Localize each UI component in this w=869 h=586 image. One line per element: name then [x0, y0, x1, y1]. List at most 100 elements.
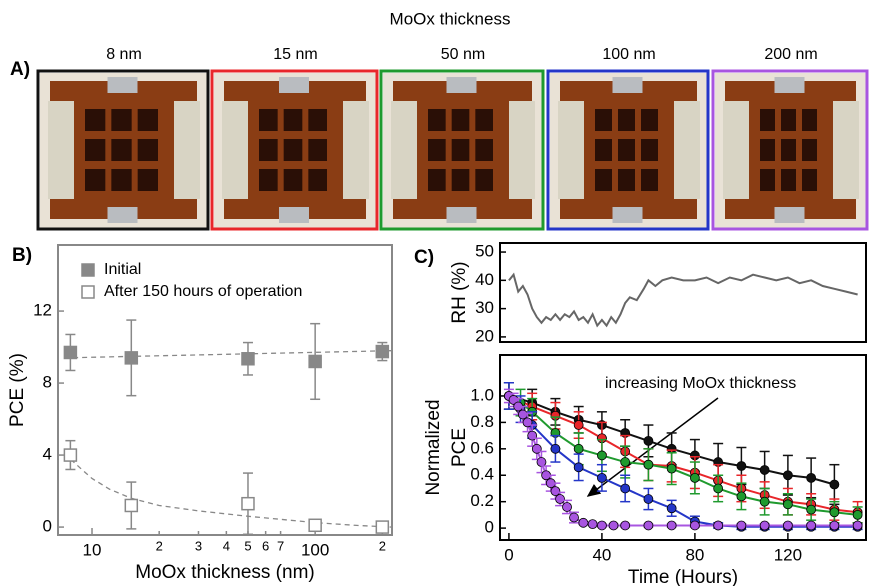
annotation-arrow: [586, 397, 719, 497]
panel-a-label: A): [10, 59, 30, 80]
marker: [643, 520, 654, 531]
photo-frame: [379, 69, 545, 231]
x-tick-label: 40: [592, 545, 611, 564]
device-pixel: [85, 109, 106, 131]
marker: [308, 518, 322, 533]
photo-frame: [711, 69, 869, 231]
device-pixel: [137, 169, 158, 191]
sample-label: 200 nm: [764, 46, 817, 63]
y-axis-label: RH (%): [449, 261, 470, 323]
y-tick-label: 0.4: [470, 465, 494, 484]
marker: [806, 504, 817, 515]
x-tick-label: 80: [685, 545, 704, 564]
y-tick-label: 0.2: [470, 491, 494, 510]
marker: [241, 496, 255, 511]
y-tick-label: 30: [475, 298, 494, 317]
legend-label: After 150 hours of operation: [104, 283, 302, 300]
device-pixel: [641, 169, 658, 191]
marker: [759, 496, 770, 507]
y-tick-label: 0.8: [470, 412, 494, 431]
device-pixel: [781, 139, 796, 161]
marker: [597, 520, 607, 531]
marker: [852, 520, 863, 531]
series-line: [508, 395, 858, 514]
x-tick-label: 4: [223, 538, 230, 553]
y-tick-label: 20: [475, 326, 494, 345]
contact-top: [446, 77, 477, 93]
photo-frame: [546, 69, 710, 231]
marker: [690, 472, 700, 483]
marker: [666, 503, 677, 514]
device-pixel: [618, 109, 635, 131]
device-pixel: [802, 139, 817, 161]
contact-top: [774, 77, 805, 93]
contact-bottom: [279, 207, 309, 223]
marker: [375, 344, 390, 359]
marker: [241, 352, 255, 366]
marker: [782, 499, 793, 510]
y-tick-label: 12: [33, 301, 52, 320]
sample-label: 100 nm: [602, 46, 655, 63]
device-pixel: [283, 139, 303, 161]
device-pixel: [641, 139, 658, 161]
marker: [666, 520, 677, 531]
tape-right: [674, 101, 700, 199]
marker: [608, 520, 619, 531]
device-pixel: [595, 169, 612, 191]
contact-top: [279, 77, 309, 93]
marker: [517, 409, 528, 420]
marker: [782, 470, 793, 481]
marker: [666, 463, 677, 474]
marker: [308, 354, 322, 369]
sample-label: 50 nm: [441, 46, 485, 63]
marker: [555, 494, 565, 504]
marker: [573, 462, 584, 473]
marker: [736, 520, 747, 531]
photo-frame: [36, 69, 210, 231]
device-pixel: [308, 169, 327, 191]
contact-bottom: [446, 207, 477, 223]
marker: [375, 520, 390, 534]
marker: [782, 520, 793, 531]
x-tick-label: 100: [301, 540, 329, 559]
device-pixel: [451, 169, 470, 191]
marker: [759, 465, 770, 475]
y-axis-label: PCE (%): [7, 353, 28, 427]
device-pixel: [760, 109, 775, 131]
legend-marker: [81, 285, 95, 299]
marker: [759, 520, 770, 531]
sample-label: 8 nm: [106, 46, 142, 63]
x-axis-label: Time (Hours): [628, 567, 738, 586]
y-tick-label: 8: [43, 373, 52, 392]
device-pixel: [283, 109, 303, 131]
contact-top: [107, 77, 138, 93]
marker: [643, 459, 654, 470]
y-axis-label: PCE: [449, 428, 470, 467]
marker: [578, 517, 589, 528]
device-pixel: [137, 139, 158, 161]
marker: [63, 345, 78, 360]
x-tick-label: 3: [195, 538, 202, 553]
contact-bottom: [107, 207, 138, 223]
marker: [736, 491, 747, 502]
marker: [536, 457, 547, 467]
panel-label: C): [414, 247, 434, 268]
y-tick-label: 50: [475, 242, 494, 261]
tape-left: [558, 101, 584, 199]
x-tick-label: 0: [504, 545, 513, 564]
device-pixel: [428, 109, 446, 131]
marker: [806, 472, 817, 483]
sample-label: 15 nm: [273, 46, 317, 63]
x-tick-label: 10: [83, 540, 102, 559]
device-pixel: [308, 139, 327, 161]
device-pixel: [428, 139, 446, 161]
device-pixel: [451, 139, 470, 161]
tape-right: [174, 101, 200, 199]
marker: [124, 498, 139, 513]
x-tick-label: 6: [262, 538, 269, 553]
photo-frame: [210, 69, 379, 231]
device-pixel: [618, 139, 635, 161]
device-pixel: [259, 109, 278, 131]
y-tick-label: 0: [43, 517, 52, 536]
